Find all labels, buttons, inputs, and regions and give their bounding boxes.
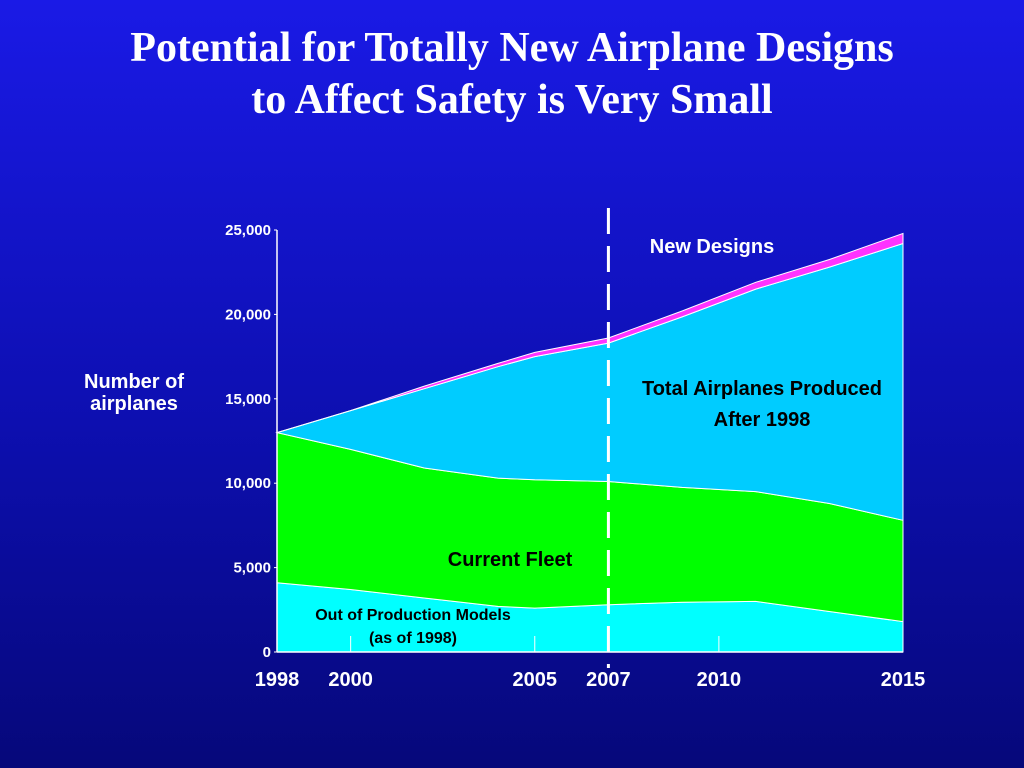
series-label-out-of-production-line2: (as of 1998): [369, 630, 457, 647]
chart-title-line1: Potential for Totally New Airplane Desig…: [130, 25, 894, 71]
chart-title: Potential for Totally New Airplane Desig…: [0, 22, 1024, 126]
y-tick-label: 25,000: [225, 222, 271, 239]
x-tick-label: 2007: [586, 669, 631, 691]
x-tick-label: 2005: [513, 669, 558, 691]
series-label-current-fleet: Current Fleet: [448, 549, 573, 571]
y-tick-label: 20,000: [225, 306, 271, 323]
x-tick-label: 1998: [255, 669, 300, 691]
area-new-designs: [276, 232, 904, 434]
series-label-new-designs: New Designs: [650, 236, 774, 258]
y-tick-label: 15,000: [225, 391, 271, 408]
y-tick-label: 5,000: [233, 560, 271, 577]
x-tick-label: 2015: [881, 669, 926, 691]
axes-layer: 0 5,000 10,000 15,000 20,000 25,000 1998 2000 20…: [225, 222, 925, 691]
series-label-out-of-production-line1: Out of Production Models: [315, 607, 511, 624]
y-axis-label-line1: Number of: [84, 371, 184, 393]
y-axis-label-line2: airplanes: [90, 393, 178, 415]
y-tick-label: 10,000: [225, 475, 271, 492]
x-tick-label: 2000: [328, 669, 373, 691]
x-tick-label: 2010: [697, 669, 742, 691]
chart-title-line2: to Affect Safety is Very Small: [251, 77, 773, 123]
series-label-total-produced-line1: Total Airplanes Produced: [642, 378, 882, 400]
area-layer: [275, 232, 904, 653]
y-tick-label: 0: [263, 644, 271, 661]
series-label-total-produced-line2: After 1998: [714, 409, 811, 431]
